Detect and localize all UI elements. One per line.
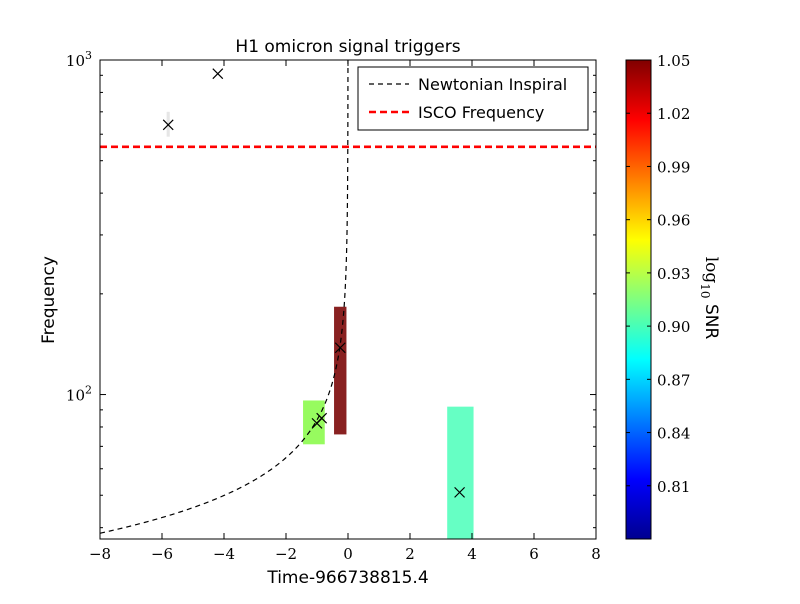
y-tick-exp: 3 (85, 49, 92, 62)
x-tick-label-3: −2 (275, 545, 297, 563)
plot-area (100, 60, 596, 539)
trigger-marker-3 (316, 412, 328, 424)
tile-2 (447, 406, 474, 539)
tiles-layer (166, 111, 474, 539)
colorbar-label-sub: 10 (698, 283, 712, 298)
x-tick-label-7: 6 (529, 545, 539, 563)
colorbar-label-snr: SNR (701, 299, 721, 340)
inspiral-curve (100, 60, 349, 534)
trigger-marker-1 (212, 68, 224, 80)
chart-title: H1 omicron signal triggers (235, 37, 460, 57)
y-tick-exp: 2 (85, 384, 92, 397)
legend-label-inspiral: Newtonian Inspiral (418, 75, 567, 94)
colorbar-tick-label-5: 0.96 (657, 212, 690, 230)
x-tick-label-0: −8 (89, 545, 111, 563)
colorbar-tick-label-0: 0.81 (657, 478, 690, 496)
colorbar-tick-label-4: 0.93 (657, 265, 690, 283)
colorbar-label-log: log (701, 257, 721, 284)
colorbar-tick-label-7: 1.02 (657, 105, 690, 123)
legend-label-isco: ISCO Frequency (418, 103, 544, 122)
colorbar-ticks: 0.81 0.84 0.87 0.90 0.93 0.96 0.99 1.02 1.05 (626, 52, 690, 496)
colorbar-tick-label-6: 0.99 (657, 158, 690, 176)
legend-box (357, 66, 589, 131)
x-tick-label-4: 0 (343, 545, 353, 563)
x-tick-label-6: 4 (467, 545, 477, 563)
x-axis-label: Time-966738815.4 (266, 568, 428, 588)
y-axis-label: Frequency (39, 256, 59, 344)
colorbar-tick-label-3: 0.90 (657, 318, 690, 336)
trigger-marker-5 (454, 486, 466, 498)
colorbar-tick-label-2: 0.87 (657, 371, 690, 389)
tile-1 (334, 306, 347, 435)
x-tick-label-2: −4 (213, 545, 235, 563)
legend: Newtonian Inspiral ISCO Frequency (357, 66, 589, 131)
colorbar-tick-label-1: 0.84 (657, 425, 690, 443)
lines-layer (100, 60, 596, 534)
y-tick-base: 10 (66, 52, 85, 70)
colorbar: 0.81 0.84 0.87 0.90 0.93 0.96 0.99 1.02 1.05 log… (625, 52, 721, 540)
y-tick-base: 10 (66, 387, 85, 405)
colorbar-gradient (625, 59, 652, 540)
x-tick-label-8: 8 (591, 545, 601, 563)
y-tick-label-1: 103 (66, 49, 92, 70)
tile-0 (303, 400, 325, 445)
x-tick-label-1: −6 (151, 545, 173, 563)
trigger-marker-0 (162, 119, 174, 131)
y-tick-label-0: 102 (66, 384, 92, 405)
x-tick-label-5: 2 (405, 545, 415, 563)
trigger-marker-4 (334, 342, 346, 354)
markers-layer (162, 68, 466, 498)
colorbar-tick-label-8: 1.05 (657, 52, 690, 70)
colorbar-label: log10 SNR (698, 257, 721, 340)
